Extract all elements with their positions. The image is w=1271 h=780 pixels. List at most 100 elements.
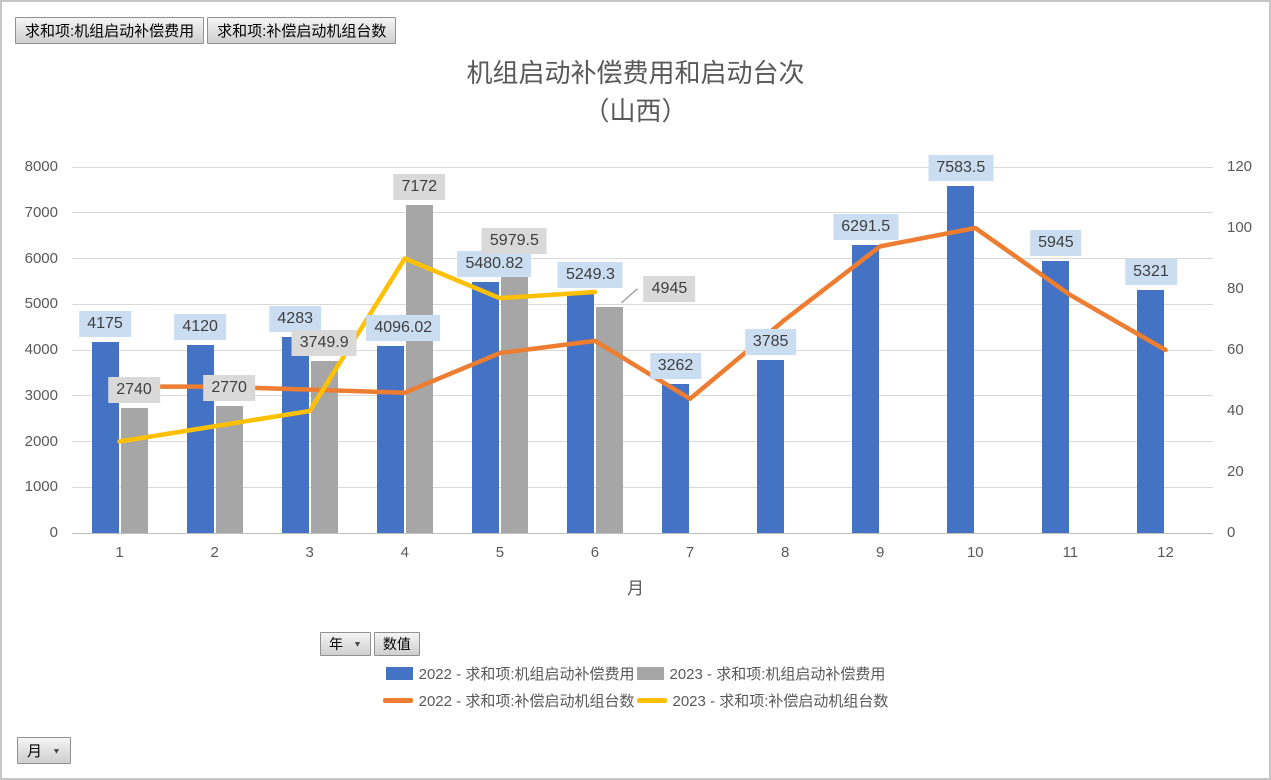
legend-row: 2022 - 求和项:机组启动补偿费用 2023 - 求和项:机组启动补偿费用 <box>385 663 886 684</box>
x-axis-tick-label: 6 <box>590 544 600 561</box>
right-axis-tick-label: 0 <box>1227 524 1236 541</box>
left-axis-tick-label: 8000 <box>24 158 58 175</box>
left-axis-tick-label: 5000 <box>24 295 58 313</box>
value-field-button-label: 求和项:机组启动补偿费用 <box>25 23 195 40</box>
legend-bar-swatch-icon <box>636 667 664 680</box>
legend-label: 2023 - 求和项:机组启动补偿费用 <box>669 666 886 683</box>
data-label: 5480.82 <box>457 251 532 278</box>
data-label: 6291.5 <box>833 214 899 241</box>
bar <box>662 383 690 533</box>
gridline <box>72 166 1213 168</box>
x-axis-title: 月 <box>627 579 644 598</box>
label-leader-line <box>620 288 638 304</box>
data-label: 5249.3 <box>557 261 623 288</box>
x-axis-tick-label: 3 <box>305 544 314 561</box>
legend-bar-swatch-icon <box>385 667 413 680</box>
left-axis-tick-label: 1000 <box>24 478 58 496</box>
right-axis-tick-label: 120 <box>1227 158 1253 175</box>
value-field-filter-bar: 求和项:机组启动补偿费用 求和项:补偿启动机组台数 <box>15 17 397 44</box>
data-label: 5321 <box>1125 258 1177 285</box>
gridline <box>72 258 1213 259</box>
values-button[interactable]: 数值 <box>373 632 420 656</box>
bar <box>852 245 880 533</box>
legend-line-swatch-icon <box>636 698 667 703</box>
legend-label: 2022 - 求和项:机组启动补偿费用 <box>418 666 635 683</box>
bar <box>947 186 975 533</box>
value-field-button-startup-count[interactable]: 求和项:补偿启动机组台数 <box>207 17 397 44</box>
bar <box>281 337 309 533</box>
bar <box>566 292 594 533</box>
data-label: 7172 <box>393 173 446 200</box>
x-axis-tick-label: 8 <box>780 544 790 561</box>
data-label: 5979.5 <box>481 228 547 255</box>
x-axis-tick-label: 10 <box>966 544 984 561</box>
bar <box>120 407 148 533</box>
legend: 2022 - 求和项:机组启动补偿费用 2023 - 求和项:机组启动补偿费用 20… <box>2 663 1269 711</box>
legend-row: 2022 - 求和项:补偿启动机组台数 2023 - 求和项:补偿启动机组台数 <box>382 690 889 711</box>
data-label: 2740 <box>108 376 160 403</box>
legend-item: 2023 - 求和项:机组启动补偿费用 <box>636 663 886 684</box>
legend-label: 2022 - 求和项:补偿启动机组台数 <box>418 693 635 710</box>
bar <box>500 259 528 533</box>
left-axis-tick-label: 3000 <box>24 386 58 404</box>
chart-title-line-2: （山西） <box>583 96 688 126</box>
bar <box>757 359 785 533</box>
bar <box>471 282 499 533</box>
data-label: 4945 <box>643 275 696 302</box>
bar <box>595 306 623 533</box>
bar <box>186 344 214 533</box>
dropdown-arrow-icon: ▼ <box>52 746 61 755</box>
axis-field-button-bar: 月 ▼ <box>17 737 71 764</box>
x-axis-tick-label: 2 <box>210 544 219 561</box>
left-axis-tick-label: 2000 <box>24 432 58 450</box>
right-axis-tick-label: 40 <box>1227 402 1244 419</box>
legend-line-swatch-icon <box>382 698 413 703</box>
gridline <box>72 532 1213 534</box>
left-axis-tick-label: 7000 <box>24 203 58 221</box>
axis-field-button-month[interactable]: 月 ▼ <box>17 737 71 764</box>
left-axis-tick-label: 6000 <box>24 249 58 267</box>
legend-field-button-year[interactable]: 年 ▼ <box>320 632 371 656</box>
data-label: 3262 <box>649 352 702 379</box>
right-axis-tick-label: 60 <box>1227 341 1244 358</box>
data-label: 3749.9 <box>291 330 357 357</box>
gridline <box>72 212 1213 214</box>
value-field-button-startup-cost[interactable]: 求和项:机组启动补偿费用 <box>15 17 205 44</box>
bar <box>215 406 243 533</box>
data-label: 4283 <box>269 306 321 333</box>
x-axis-tick-label: 7 <box>685 544 695 561</box>
legend-field-buttons: 年 ▼ 数值 <box>320 632 420 656</box>
axis-field-button-label: 月 <box>27 743 43 760</box>
bar <box>1137 289 1165 533</box>
data-label: 4120 <box>174 313 226 340</box>
data-label: 2770 <box>203 375 255 402</box>
value-field-button-label: 求和项:补偿启动机组台数 <box>217 23 387 40</box>
legend-item: 2022 - 求和项:机组启动补偿费用 <box>385 663 635 684</box>
data-label: 7583.5 <box>928 155 994 182</box>
legend-item: 2023 - 求和项:补偿启动机组台数 <box>636 690 889 711</box>
data-label: 3785 <box>744 328 797 355</box>
bar <box>1042 261 1070 533</box>
legend-field-button-label: 年 <box>329 636 343 652</box>
legend-label: 2023 - 求和项:补偿启动机组台数 <box>672 693 889 710</box>
data-label: 4175 <box>79 310 131 337</box>
chart-title: 机组启动补偿费用和启动台次 （山西） <box>2 54 1269 130</box>
right-axis-tick-label: 80 <box>1227 280 1244 297</box>
right-axis-tick-label: 20 <box>1227 463 1244 480</box>
gridline <box>72 441 1213 442</box>
bar <box>91 341 119 533</box>
x-axis-tick-label: 9 <box>876 544 885 561</box>
left-axis-tick-label: 0 <box>49 524 58 541</box>
left-axis-tick-label: 4000 <box>24 341 58 358</box>
x-axis-tick-label: 1 <box>115 544 124 561</box>
values-button-label: 数值 <box>382 636 411 652</box>
bar <box>376 345 404 533</box>
x-axis-tick-label: 4 <box>400 544 409 561</box>
dropdown-arrow-icon: ▼ <box>353 639 362 649</box>
x-axis-tick-label: 12 <box>1157 544 1174 561</box>
x-axis-tick-label: 5 <box>495 544 505 561</box>
data-label: 5945 <box>1030 230 1082 257</box>
right-axis-tick-label: 100 <box>1227 219 1253 236</box>
